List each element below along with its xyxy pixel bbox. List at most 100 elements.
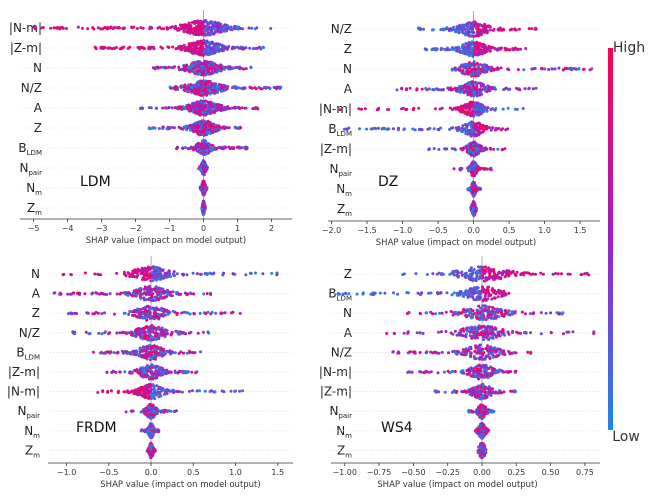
shap-point — [451, 88, 455, 91]
shap-point — [496, 147, 500, 151]
shap-point — [231, 106, 235, 110]
shap-point — [489, 128, 493, 132]
shap-point — [485, 50, 489, 53]
shap-point — [443, 47, 446, 51]
shap-point — [516, 47, 520, 51]
shap-point — [204, 186, 208, 190]
shap-point — [190, 51, 194, 55]
shap-point — [153, 314, 157, 318]
shap-point — [455, 46, 459, 50]
shap-point — [431, 88, 435, 92]
shap-point — [178, 68, 181, 72]
shap-point — [211, 86, 215, 90]
shap-point — [185, 63, 189, 67]
shap-point — [187, 108, 191, 112]
shap-point — [200, 188, 204, 192]
shap-point — [206, 71, 210, 75]
feature-label-base: Z — [32, 306, 40, 320]
shap-point — [147, 274, 151, 278]
shap-point — [478, 41, 482, 45]
shap-point — [187, 66, 191, 70]
shap-point — [107, 46, 111, 50]
shap-point — [192, 292, 196, 296]
shap-point — [492, 68, 496, 72]
shap-point — [141, 337, 145, 341]
shap-point — [204, 139, 208, 143]
shap-point — [227, 126, 231, 130]
shap-point — [206, 47, 210, 51]
shap-point — [488, 28, 492, 32]
shap-point — [467, 61, 471, 65]
shap-point — [166, 312, 170, 316]
x-tick-label: 0.0 — [467, 226, 480, 235]
shap-point — [166, 45, 170, 49]
feature-dots — [198, 179, 209, 197]
shap-point — [358, 127, 361, 131]
shap-point — [217, 49, 221, 53]
shap-point — [122, 27, 126, 31]
shap-point — [128, 45, 132, 49]
shap-point — [233, 24, 237, 28]
shap-point — [237, 46, 241, 50]
shap-point — [230, 28, 234, 32]
shap-point — [493, 108, 497, 112]
shap-point — [488, 167, 492, 171]
shap-point — [205, 124, 209, 128]
shap-point — [199, 107, 203, 111]
feature-label-base: N — [343, 62, 352, 76]
shap-point — [118, 331, 122, 335]
shap-point — [439, 28, 443, 32]
shap-point — [230, 311, 234, 315]
shap-point — [139, 26, 143, 30]
shap-point — [96, 272, 100, 276]
feature-label-sub: m — [345, 190, 352, 198]
shap-point — [506, 67, 510, 71]
shap-point — [467, 70, 471, 73]
shap-point — [193, 105, 197, 109]
shap-point — [521, 107, 525, 110]
shap-point — [185, 89, 188, 93]
shap-point — [480, 145, 484, 148]
shap-point — [198, 167, 202, 171]
shap-point — [196, 100, 199, 104]
shap-point — [187, 147, 191, 151]
shap-point — [199, 21, 203, 25]
shap-point — [468, 34, 472, 38]
shap-point — [211, 102, 215, 106]
shap-point — [363, 107, 367, 111]
shap-point — [412, 106, 416, 110]
feature-label-sub: pair — [338, 170, 352, 178]
shap-point — [52, 291, 56, 295]
shap-point — [177, 65, 181, 69]
shap-point — [534, 86, 538, 90]
shap-point — [175, 147, 179, 151]
shap-point — [202, 171, 205, 175]
shap-point — [126, 271, 130, 275]
shap-point — [523, 87, 527, 91]
shap-point — [181, 146, 185, 150]
shap-point — [166, 292, 170, 296]
shap-point — [209, 33, 213, 37]
shap-point — [141, 26, 145, 30]
shap-point — [154, 275, 158, 279]
shap-point — [199, 83, 203, 87]
shap-point — [179, 106, 182, 110]
shap-point — [201, 207, 205, 211]
shap-point — [49, 26, 53, 30]
shap-point — [220, 89, 224, 93]
shap-point — [205, 148, 209, 152]
shap-point — [162, 27, 166, 31]
shap-point — [201, 128, 205, 132]
shap-point — [198, 311, 202, 315]
shap-point — [161, 274, 164, 278]
shap-point — [174, 86, 177, 89]
shap-point — [150, 126, 154, 130]
shap-point — [90, 292, 94, 296]
shap-point — [408, 86, 412, 90]
feature-label-base: N/Z — [331, 22, 352, 36]
shap-point — [534, 26, 538, 30]
shap-point — [377, 126, 380, 130]
shap-point — [474, 74, 477, 78]
shap-point — [486, 24, 490, 28]
shap-point — [183, 49, 187, 52]
